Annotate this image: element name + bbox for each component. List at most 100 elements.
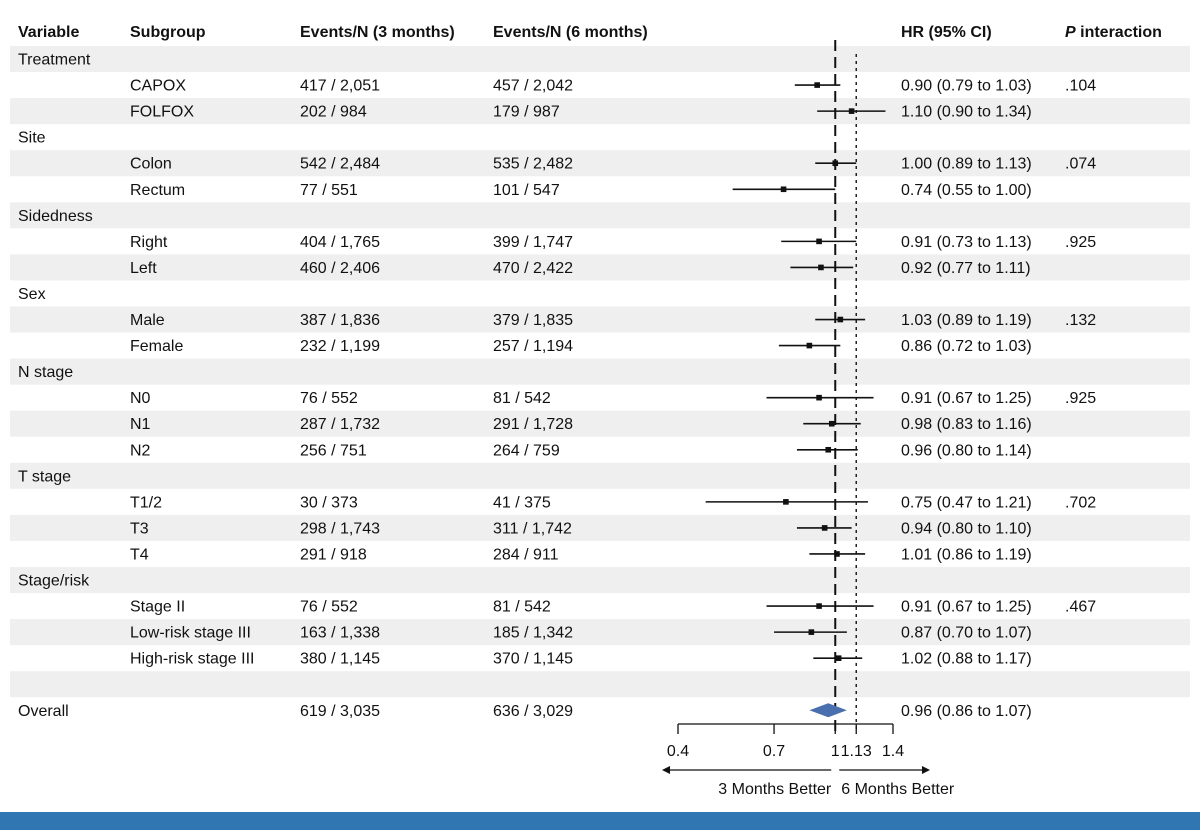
subgroup-p-interaction: .467 (1065, 599, 1096, 616)
subgroup-hr-text: 0.75 (0.47 to 1.21) (901, 494, 1032, 511)
row-band (10, 46, 1190, 73)
row-band (10, 202, 1190, 229)
subgroup-p-interaction: .925 (1065, 234, 1096, 251)
subgroup-hr-text: 1.02 (0.88 to 1.17) (901, 651, 1032, 668)
subgroup-events-6-months: 284 / 911 (493, 546, 559, 563)
header-p-italic: P (1065, 24, 1076, 41)
point-estimate (821, 525, 828, 531)
point-estimate (848, 108, 855, 114)
subgroup-hr-text: 0.87 (0.70 to 1.07) (901, 625, 1032, 642)
subgroup-events-6-months: 399 / 1,747 (493, 234, 573, 251)
table-body: Treatment CAPOX 417 / 2,051 457 / 2,042 0.90… (18, 52, 1096, 720)
subgroup-label: N0 (130, 390, 151, 407)
subgroup-events-3-months: 387 / 1,836 (300, 312, 380, 329)
subgroup-p-interaction: .104 (1065, 78, 1096, 95)
table-header: Variable Subgroup Events/N (3 months) Ev… (18, 24, 1162, 41)
group-label: Sex (18, 286, 46, 303)
subgroup-events-6-months: 185 / 1,342 (493, 625, 573, 642)
subgroup-events-3-months: 232 / 1,199 (300, 338, 380, 355)
subgroup-events-6-months: 535 / 2,482 (493, 156, 573, 173)
subgroup-hr-text: 1.00 (0.89 to 1.13) (901, 156, 1032, 173)
left-arrowhead (662, 766, 670, 774)
subgroup-events-3-months: 76 / 552 (300, 390, 358, 407)
subgroup-label: High-risk stage III (130, 651, 254, 668)
overall-label: Overall (18, 703, 69, 720)
point-estimate (825, 446, 832, 453)
header-variable: Variable (18, 24, 79, 41)
row-band (10, 254, 1190, 281)
x-tick-label: 0.7 (763, 743, 785, 760)
subgroup-events-6-months: 291 / 1,728 (493, 416, 573, 433)
subgroup-hr-text: 0.91 (0.67 to 1.25) (901, 390, 1032, 407)
point-estimate (832, 160, 839, 167)
point-estimate (806, 342, 813, 349)
subgroup-events-6-months: 179 / 987 (493, 104, 560, 121)
point-estimate (814, 82, 820, 88)
overall-diamond (809, 703, 847, 718)
group-label: Sidedness (18, 208, 93, 225)
subgroup-events-6-months: 257 / 1,194 (493, 338, 573, 355)
group-label: T stage (18, 468, 71, 485)
subgroup-p-interaction: .074 (1065, 156, 1096, 173)
subgroup-events-6-months: 81 / 542 (493, 390, 551, 407)
subgroup-p-interaction: .132 (1065, 312, 1096, 329)
subgroup-hr-text: 0.91 (0.73 to 1.13) (901, 234, 1032, 251)
subgroup-label: Right (130, 234, 168, 251)
subgroup-events-3-months: 77 / 551 (300, 182, 358, 199)
subgroup-hr-text: 1.10 (0.90 to 1.34) (901, 104, 1032, 121)
subgroup-label: T3 (130, 520, 149, 537)
subgroup-events-3-months: 298 / 1,743 (300, 520, 380, 537)
x-tick-label: 0.4 (667, 743, 689, 760)
left-direction-label: 3 Months Better (718, 781, 832, 798)
subgroup-events-3-months: 417 / 2,051 (300, 78, 380, 95)
overall-events-6-months: 636 / 3,029 (493, 703, 573, 720)
x-axis: 0.4 0.7 1 1.13 1.4 3 Months Better 6 Months Be… (662, 723, 955, 798)
subgroup-label: Female (130, 338, 183, 355)
subgroup-hr-text: 1.03 (0.89 to 1.19) (901, 312, 1032, 329)
point-estimate (835, 655, 842, 661)
subgroup-events-6-months: 470 / 2,422 (493, 260, 573, 277)
subgroup-hr-text: 0.91 (0.67 to 1.25) (901, 599, 1032, 616)
subgroup-label: T4 (130, 546, 149, 563)
subgroup-events-6-months: 370 / 1,145 (493, 651, 573, 668)
subgroup-label: T1/2 (130, 494, 162, 511)
point-estimate (816, 603, 822, 609)
subgroup-events-6-months: 264 / 759 (493, 442, 560, 459)
subgroup-hr-text: 0.98 (0.83 to 1.16) (901, 416, 1032, 433)
subgroup-hr-text: 0.96 (0.80 to 1.14) (901, 442, 1032, 459)
subgroup-events-6-months: 41 / 375 (493, 494, 551, 511)
x-tick-label: 1.4 (882, 743, 904, 760)
row-band (10, 150, 1190, 177)
subgroup-events-6-months: 457 / 2,042 (493, 78, 573, 95)
point-estimate (808, 629, 815, 635)
subgroup-events-3-months: 287 / 1,732 (300, 416, 380, 433)
subgroup-label: N2 (130, 442, 151, 459)
x-tick-label: 1.13 (841, 743, 872, 760)
right-arrowhead (922, 766, 930, 774)
subgroup-p-interaction: .925 (1065, 390, 1096, 407)
subgroup-events-3-months: 404 / 1,765 (300, 234, 380, 251)
subgroup-label: Left (130, 260, 157, 277)
overall-events-3-months: 619 / 3,035 (300, 703, 380, 720)
subgroup-events-3-months: 76 / 552 (300, 599, 358, 616)
subgroup-p-interaction: .702 (1065, 494, 1096, 511)
subgroup-events-3-months: 30 / 373 (300, 494, 358, 511)
group-label: Stage/risk (18, 573, 90, 590)
point-estimate (837, 316, 844, 323)
right-direction-label: 6 Months Better (841, 781, 955, 798)
row-bands (10, 46, 1190, 698)
row-band (10, 410, 1190, 437)
x-tick-label: 1 (831, 743, 840, 760)
row-band (10, 358, 1190, 385)
subgroup-hr-text: 0.74 (0.55 to 1.00) (901, 182, 1032, 199)
row-band (10, 671, 1190, 698)
subgroup-events-3-months: 460 / 2,406 (300, 260, 380, 277)
subgroup-events-3-months: 202 / 984 (300, 104, 367, 121)
row-band (10, 98, 1190, 125)
group-label: Treatment (18, 52, 91, 69)
point-estimate (783, 499, 789, 505)
header-p-interaction: P interaction (1065, 24, 1162, 41)
reference-lines (834, 40, 857, 734)
subgroup-label: N1 (130, 416, 151, 433)
